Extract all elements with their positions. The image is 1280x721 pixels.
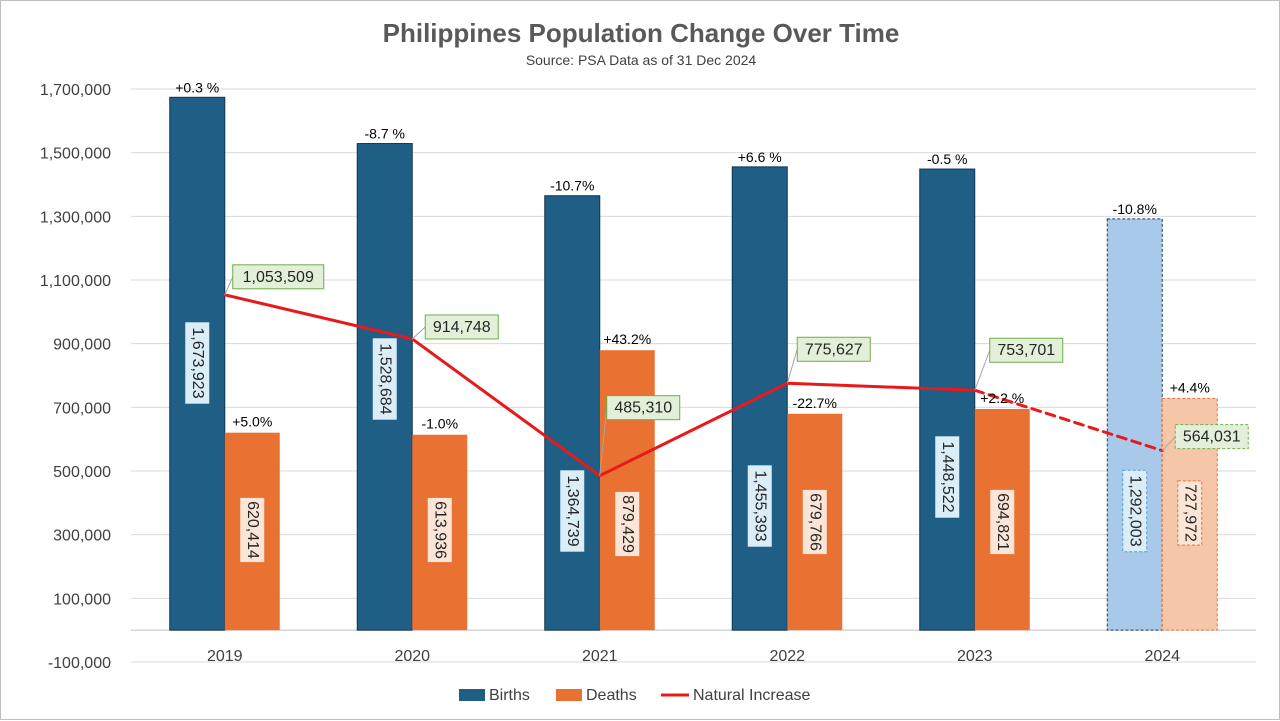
births-bar bbox=[544, 195, 601, 631]
natural-increase-segment bbox=[410, 337, 602, 478]
deaths-value-label: 879,429 bbox=[619, 495, 636, 553]
deaths-value-label-bg bbox=[990, 489, 1015, 555]
y-tick-label: 100,000 bbox=[53, 591, 111, 608]
natural-increase-label-bg bbox=[424, 314, 499, 340]
deaths-change-label: +2.2 % bbox=[980, 390, 1024, 406]
births-value-label: 1,448,522 bbox=[939, 441, 956, 512]
y-tick-label: 1,300,000 bbox=[40, 209, 111, 226]
natural-increase-value-label: 775,627 bbox=[805, 341, 863, 358]
births-change-label: -0.5 % bbox=[927, 151, 967, 167]
deaths-value-label-bg bbox=[615, 491, 640, 557]
births-bar bbox=[919, 168, 976, 631]
x-tick-label: 2020 bbox=[394, 648, 430, 665]
natural-increase-value-label: 753,701 bbox=[997, 342, 1055, 359]
deaths-change-label: +4.4% bbox=[1170, 379, 1210, 395]
natural-increase-segment bbox=[223, 293, 414, 341]
deaths-value-label-bg bbox=[240, 497, 265, 563]
legend-deaths-swatch bbox=[556, 689, 582, 701]
deaths-change-label: -22.7% bbox=[793, 395, 837, 411]
births-bar bbox=[731, 166, 788, 631]
natural-increase-label-bg bbox=[989, 337, 1064, 363]
natural-increase-segment bbox=[598, 381, 789, 478]
births-change-label: +0.3 % bbox=[175, 79, 219, 95]
births-value-label-bg bbox=[185, 322, 210, 404]
natural-increase-segment bbox=[973, 388, 1164, 453]
births-value-label-bg bbox=[1122, 469, 1148, 553]
natural-increase-value-label: 564,031 bbox=[1183, 429, 1241, 446]
deaths-value-label: 620,414 bbox=[244, 501, 261, 559]
callout-leader bbox=[974, 350, 991, 391]
births-value-label-bg bbox=[560, 470, 585, 552]
births-value-label: 1,364,739 bbox=[564, 475, 581, 546]
chart-title: Philippines Population Change Over Time bbox=[383, 18, 900, 48]
x-tick-label: 2024 bbox=[1144, 648, 1180, 665]
x-tick-label: 2023 bbox=[957, 648, 993, 665]
legend-births-label: Births bbox=[489, 687, 530, 704]
births-value-label: 1,528,684 bbox=[376, 343, 393, 414]
births-change-label: +6.6 % bbox=[738, 149, 782, 165]
legend-births-swatch bbox=[459, 689, 485, 701]
legend-natural-increase-label: Natural Increase bbox=[693, 687, 810, 704]
deaths-bar bbox=[599, 350, 655, 631]
y-tick-label: 1,100,000 bbox=[40, 273, 111, 290]
births-value-label: 1,455,393 bbox=[751, 470, 768, 541]
callout-leader bbox=[786, 349, 798, 384]
births-change-label: -10.8% bbox=[1113, 201, 1157, 217]
y-tick-label: -100,000 bbox=[48, 655, 111, 672]
bars bbox=[169, 96, 1218, 631]
y-tick-label: 1,700,000 bbox=[40, 82, 111, 99]
legend-deaths-label: Deaths bbox=[586, 687, 637, 704]
data-labels: +0.3 % +5.0% 1,673,923 620,414 -8.7 % -1.0% 1,… bbox=[175, 79, 1249, 563]
deaths-value-label-bg bbox=[802, 489, 827, 555]
deaths-change-label: +5.0% bbox=[232, 414, 272, 430]
y-tick-label: 300,000 bbox=[53, 528, 111, 545]
gridlines bbox=[131, 88, 1256, 663]
y-axis-ticks: -100,000 100,000 300,000 500,000 700,000 900,… bbox=[40, 82, 111, 672]
x-tick-label: 2021 bbox=[582, 648, 618, 665]
natural-increase-label-bg bbox=[1174, 424, 1249, 450]
x-tick-label: 2022 bbox=[769, 648, 805, 665]
births-change-label: -10.7% bbox=[550, 178, 594, 194]
deaths-change-label: +43.2% bbox=[603, 331, 651, 347]
deaths-value-label-bg bbox=[1177, 480, 1203, 546]
deaths-value-label: 694,821 bbox=[994, 493, 1011, 551]
callout-leader bbox=[411, 326, 426, 340]
natural-increase-line bbox=[223, 293, 1164, 478]
x-axis-ticks: 2019 2020 2021 2022 2023 2024 bbox=[207, 648, 1180, 665]
natural-increase-value-label: 914,748 bbox=[433, 319, 491, 336]
births-value-label-bg bbox=[935, 436, 960, 518]
deaths-change-label: -1.0% bbox=[421, 416, 458, 432]
natural-increase-segment bbox=[785, 381, 977, 392]
callout-leader bbox=[224, 276, 234, 296]
natural-increase-label-bg bbox=[232, 264, 325, 290]
deaths-value-label-bg bbox=[427, 497, 452, 563]
natural-increase-value-label: 485,310 bbox=[614, 400, 672, 417]
births-value-label-bg bbox=[372, 338, 397, 420]
y-tick-label: 700,000 bbox=[53, 400, 111, 417]
births-value-label: 1,292,003 bbox=[1126, 475, 1143, 546]
deaths-value-label: 613,936 bbox=[431, 501, 448, 559]
y-tick-label: 1,500,000 bbox=[40, 146, 111, 163]
natural-increase-label-bg bbox=[796, 336, 871, 362]
callout-leader bbox=[1161, 436, 1176, 451]
births-value-label-bg bbox=[747, 465, 772, 547]
x-tick-label: 2019 bbox=[207, 648, 243, 665]
deaths-value-label: 727,972 bbox=[1181, 484, 1198, 542]
births-bar bbox=[1106, 218, 1163, 631]
natural-increase-label-bg bbox=[606, 395, 681, 421]
y-tick-label: 500,000 bbox=[53, 464, 111, 481]
natural-increase-value-label: 1,053,509 bbox=[243, 269, 314, 286]
deaths-value-label: 679,766 bbox=[806, 493, 823, 551]
legend: Births Deaths Natural Increase bbox=[459, 687, 810, 704]
births-value-label: 1,673,923 bbox=[189, 327, 206, 398]
chart-subtitle: Source: PSA Data as of 31 Dec 2024 bbox=[526, 52, 757, 68]
callout-leader bbox=[599, 407, 608, 476]
y-tick-label: 900,000 bbox=[53, 337, 111, 354]
births-change-label: -8.7 % bbox=[365, 126, 405, 142]
